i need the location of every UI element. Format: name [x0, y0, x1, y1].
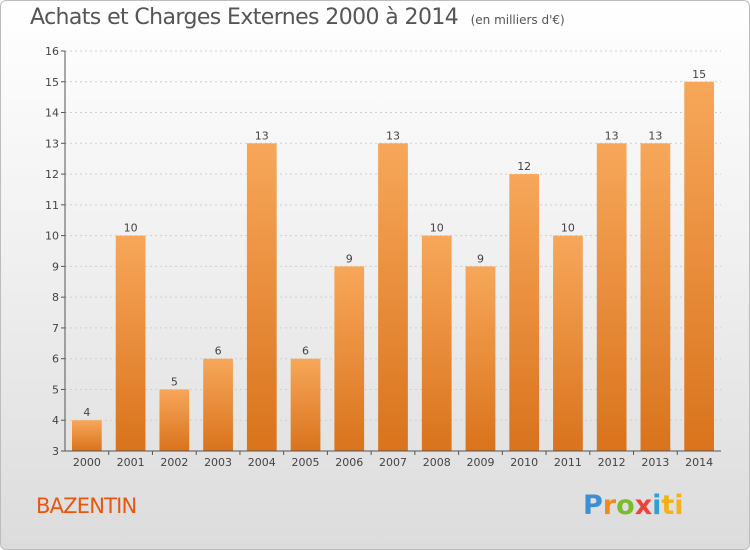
data-label: 4 [83, 406, 90, 419]
data-label: 15 [692, 68, 706, 81]
bar [466, 266, 496, 451]
y-tick-label: 4 [52, 414, 59, 427]
y-tick-label: 12 [45, 168, 59, 181]
data-label: 6 [302, 345, 309, 358]
y-tick-label: 16 [45, 45, 59, 58]
bar [378, 143, 408, 451]
logo-letter: ti [661, 490, 683, 521]
y-tick-label: 8 [52, 291, 59, 304]
logo-letter: o [616, 490, 635, 521]
logo-letter: i [652, 490, 661, 521]
y-tick-label: 10 [45, 230, 59, 243]
commune-name: BAZENTIN [36, 494, 136, 518]
x-tick-label: 2009 [466, 456, 494, 469]
logo-letter: x [635, 490, 652, 521]
x-tick-label: 2005 [292, 456, 320, 469]
data-label: 9 [346, 252, 353, 265]
x-tick-label: 2008 [423, 456, 451, 469]
data-label: 13 [386, 129, 400, 142]
bar [72, 420, 102, 451]
bar [597, 143, 627, 451]
y-tick-label: 15 [45, 76, 59, 89]
y-tick-label: 11 [45, 199, 59, 212]
x-tick-label: 2011 [554, 456, 582, 469]
y-tick-label: 7 [52, 322, 59, 335]
y-tick-label: 6 [52, 353, 59, 366]
logo-letter: P [583, 490, 603, 521]
data-label: 5 [171, 375, 178, 388]
data-label: 13 [605, 129, 619, 142]
x-tick-label: 2006 [335, 456, 363, 469]
y-tick-label: 5 [52, 383, 59, 396]
y-tick-label: 13 [45, 137, 59, 150]
bar [203, 359, 233, 451]
data-label: 13 [255, 129, 269, 142]
bar [291, 359, 321, 451]
x-tick-label: 2013 [641, 456, 669, 469]
data-label: 6 [215, 345, 222, 358]
x-tick-label: 2012 [598, 456, 626, 469]
bar [116, 236, 146, 451]
bar [684, 82, 714, 451]
data-label: 10 [430, 222, 444, 235]
data-label: 13 [648, 129, 662, 142]
x-tick-label: 2002 [160, 456, 188, 469]
x-tick-label: 2007 [379, 456, 407, 469]
chart-frame: Achats et Charges Externes 2000 à 2014 (… [0, 0, 750, 550]
bar [553, 236, 583, 451]
bar [334, 266, 364, 451]
x-tick-label: 2003 [204, 456, 232, 469]
y-tick-label: 3 [52, 445, 59, 458]
bar [641, 143, 671, 451]
bar-chart: 4 10 5 6 13 6 9 13 10 9 12 10 13 13 15 3 4 5 6 7 8 9 10 11 12 13… [1, 1, 749, 549]
x-tick-label: 2014 [685, 456, 713, 469]
y-tick-label: 9 [52, 260, 59, 273]
x-tick-label: 2000 [73, 456, 101, 469]
bar [247, 143, 277, 451]
bars-layer: 4 10 5 6 13 6 9 13 10 9 12 10 13 13 15 [72, 68, 714, 451]
proxiti-logo[interactable]: Proxiti [583, 490, 684, 521]
x-tick-label: 2004 [248, 456, 276, 469]
logo-letter: r [603, 490, 616, 521]
data-label: 10 [124, 222, 138, 235]
bar [159, 389, 189, 451]
x-tick-label: 2010 [510, 456, 538, 469]
data-label: 10 [561, 222, 575, 235]
y-tick-label: 14 [45, 107, 59, 120]
data-label: 12 [517, 160, 531, 173]
bar [422, 236, 452, 451]
bar [509, 174, 539, 451]
x-tick-label: 2001 [117, 456, 145, 469]
data-label: 9 [477, 252, 484, 265]
